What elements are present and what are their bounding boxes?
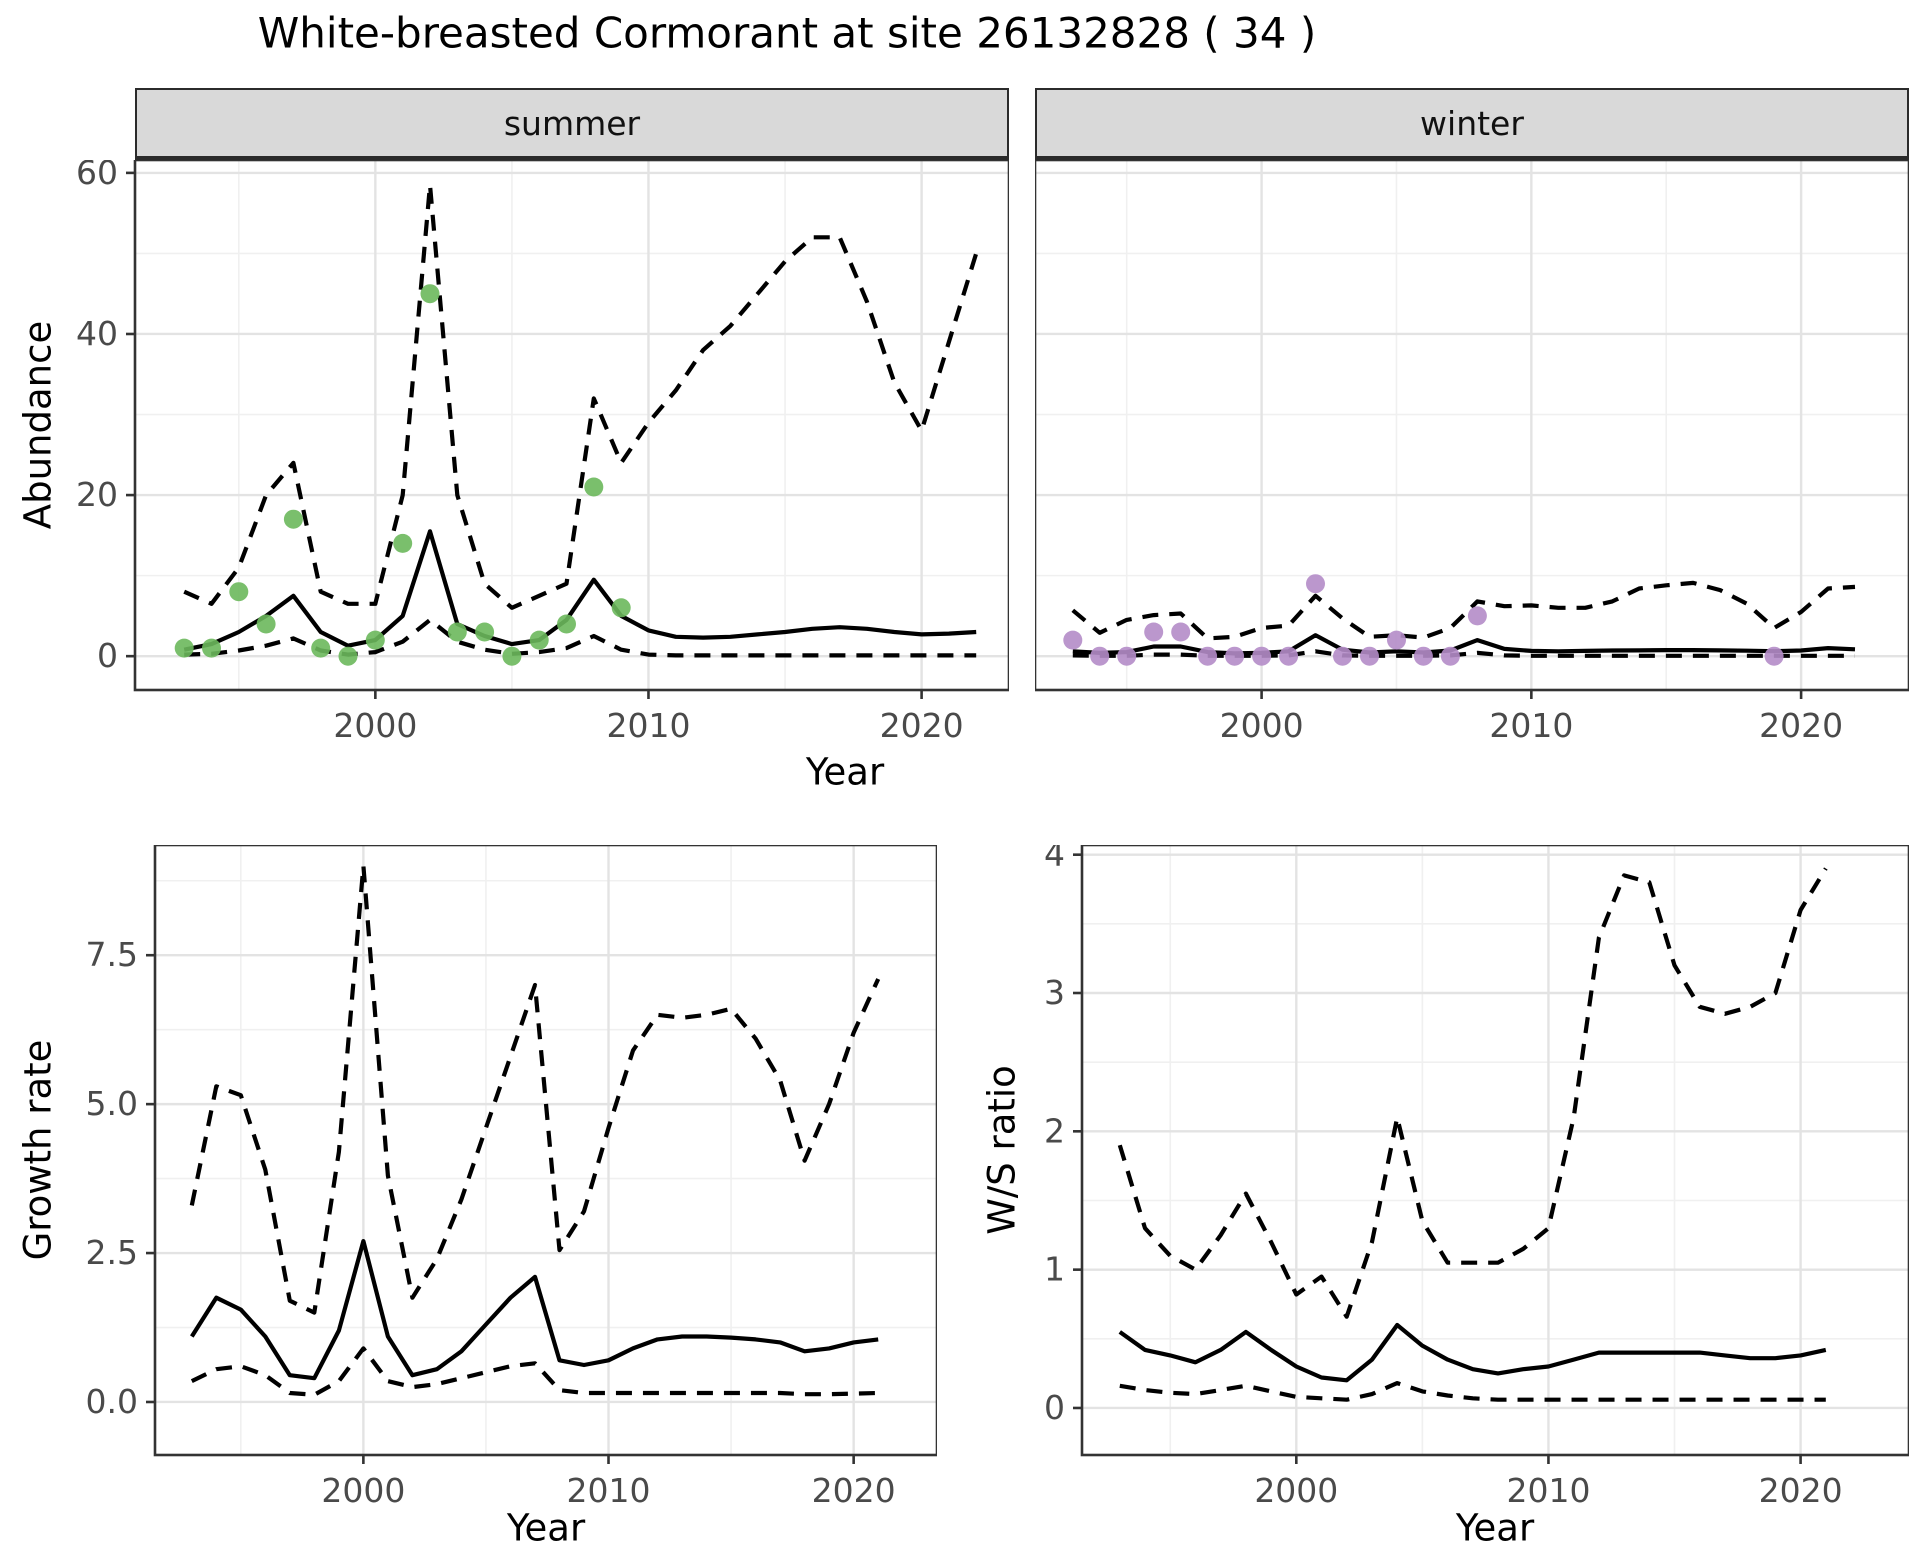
ws-ratio-upper_ci-line	[1117, 867, 1828, 1319]
growth-rate-ytick-label: 7.5	[86, 935, 138, 974]
observed-counts-summer-point	[420, 284, 440, 304]
observed-counts-winter-point	[1413, 646, 1433, 666]
observed-counts-winter-point	[1279, 646, 1299, 666]
abundance-summer-lower_ci-line	[184, 617, 977, 658]
observed-counts-summer-point	[529, 630, 549, 650]
growth-rate-upper_ci-line	[189, 863, 881, 1315]
abundance-summer-ytick-label: 40	[76, 314, 118, 353]
x-axis-title-year-growth: Year	[506, 1506, 586, 1550]
observed-counts-summer-point	[338, 646, 358, 666]
y-axis-title-growth-rate: Growth rate	[16, 1039, 60, 1261]
observed-counts-summer-point	[611, 598, 631, 618]
observed-counts-summer-point	[502, 646, 522, 666]
ws-ratio-ytick-label: 4	[1044, 845, 1065, 874]
chart-title: White-breasted Cormorant at site 2613282…	[257, 8, 1317, 58]
ws-ratio-ytick-label: 2	[1044, 1111, 1065, 1150]
observed-counts-summer-point	[202, 638, 221, 658]
abundance-summer-ytick-label: 60	[76, 160, 118, 192]
observed-counts-winter-point	[1198, 646, 1218, 666]
observed-counts-winter-point	[1252, 646, 1272, 666]
growth-rate-panel: 2000 2010 2020 0.0 2.5 5.0 7.5	[86, 845, 937, 1510]
growth-rate-xtick-label: 2020	[812, 1471, 896, 1510]
observed-counts-winter-point	[1440, 646, 1460, 666]
observed-counts-summer-point	[229, 582, 249, 602]
ws-ratio-ytick-label: 3	[1044, 973, 1065, 1012]
ws-ratio-xtick-label: 2020	[1759, 1471, 1843, 1510]
growth-rate-ytick-label: 2.5	[86, 1233, 138, 1272]
ws-ratio-ytick-label: 0	[1044, 1388, 1065, 1427]
x-axis-title-year-ws: Year	[1455, 1506, 1535, 1550]
observed-counts-winter-point	[1467, 606, 1487, 626]
abundance-winter-xtick-label: 2010	[1489, 706, 1573, 745]
observed-counts-winter-point	[1171, 622, 1191, 642]
facet-strip-summer: summer	[135, 88, 1009, 160]
abundance-winter-median-line	[1072, 633, 1856, 656]
growth-rate-ytick-label: 5.0	[86, 1084, 138, 1123]
ws-ratio-xtick-label: 2010	[1506, 1471, 1590, 1510]
observed-counts-summer-point	[256, 614, 276, 634]
observed-counts-summer-point	[174, 638, 194, 658]
growth-rate-ytick-label: 0.0	[86, 1382, 138, 1421]
abundance-summer-upper_ci-line	[183, 182, 979, 610]
ws-ratio-panel: 2000 2010 2020 0 1 2 3 4	[1044, 845, 1909, 1510]
observed-counts-winter-point	[1764, 646, 1784, 666]
abundance-summer-xtick-label: 2000	[333, 706, 417, 745]
observed-counts-winter-point	[1225, 646, 1245, 666]
abundance-summer-xtick-label: 2010	[606, 706, 690, 745]
observed-counts-summer-point	[447, 622, 467, 642]
abundance-summer-xtick-label: 2020	[880, 706, 964, 745]
facet-label-summer: summer	[503, 103, 641, 143]
observed-counts-winter-point	[1306, 574, 1325, 594]
observed-counts-winter-point	[1063, 630, 1083, 650]
observed-counts-summer-point	[584, 477, 604, 497]
observed-counts-winter-point	[1117, 646, 1137, 666]
ws-ratio-median-line	[1118, 1322, 1827, 1383]
observed-counts-summer-point	[283, 509, 303, 529]
abundance-winter-upper_ci-line	[1071, 580, 1856, 641]
abundance-summer-ytick-label: 20	[76, 475, 118, 514]
growth-rate-lower_ci-line	[190, 1346, 879, 1397]
growth-rate-xtick-label: 2010	[567, 1471, 651, 1510]
y-axis-title-ws-ratio: W/S ratio	[980, 1065, 1024, 1235]
growth-rate-median-line	[190, 1239, 879, 1381]
abundance-summer-panel: 2000 2010 2020 0 20 40 60	[76, 160, 1009, 745]
facet-label-winter: winter	[1420, 103, 1524, 143]
observed-counts-summer-point	[557, 614, 576, 634]
observed-counts-summer-point	[475, 622, 495, 642]
x-axis-title-year-top: Year	[805, 750, 885, 794]
observed-counts-winter-point	[1090, 646, 1110, 666]
facet-strip-winter: winter	[1035, 88, 1909, 160]
ws-ratio-lower_ci-line	[1119, 1381, 1826, 1402]
observed-counts-winter-point	[1144, 622, 1164, 642]
observed-counts-winter-point	[1387, 630, 1406, 650]
abundance-winter-xtick-label: 2000	[1220, 706, 1304, 745]
observed-counts-winter-point	[1333, 646, 1352, 666]
abundance-winter-xtick-label: 2020	[1759, 706, 1843, 745]
abundance-winter-lower_ci-line	[1072, 649, 1855, 658]
abundance-summer-median-line	[183, 529, 977, 652]
growth-rate-xtick-label: 2000	[321, 1471, 405, 1510]
observed-counts-summer-point	[311, 638, 331, 658]
observed-counts-winter-point	[1360, 646, 1379, 666]
observed-counts-summer-point	[393, 533, 413, 553]
y-axis-title-abundance: Abundance	[16, 320, 60, 530]
ws-ratio-xtick-label: 2000	[1254, 1471, 1338, 1510]
ws-ratio-ytick-label: 1	[1044, 1250, 1065, 1289]
observed-counts-summer-point	[365, 630, 385, 650]
abundance-winter-panel: 2000 2010 2020	[1035, 160, 1909, 745]
abundance-summer-ytick-label: 0	[97, 636, 118, 675]
